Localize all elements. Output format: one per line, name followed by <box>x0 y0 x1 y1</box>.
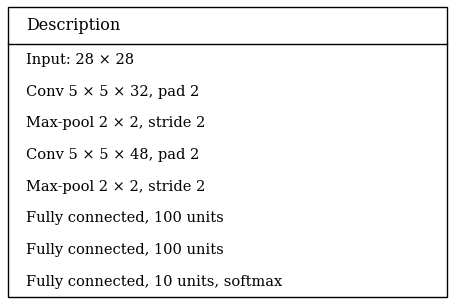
Text: Fully connected, 100 units: Fully connected, 100 units <box>26 243 224 257</box>
Text: Max-pool 2 × 2, stride 2: Max-pool 2 × 2, stride 2 <box>26 116 205 130</box>
Text: Conv 5 × 5 × 48, pad 2: Conv 5 × 5 × 48, pad 2 <box>26 148 199 162</box>
Text: Max-pool 2 × 2, stride 2: Max-pool 2 × 2, stride 2 <box>26 180 205 194</box>
Text: Fully connected, 10 units, softmax: Fully connected, 10 units, softmax <box>26 275 282 288</box>
Text: Description: Description <box>26 17 120 34</box>
Text: Conv 5 × 5 × 32, pad 2: Conv 5 × 5 × 32, pad 2 <box>26 85 199 99</box>
Text: Input: 28 × 28: Input: 28 × 28 <box>26 53 134 67</box>
Text: Fully connected, 100 units: Fully connected, 100 units <box>26 211 224 225</box>
